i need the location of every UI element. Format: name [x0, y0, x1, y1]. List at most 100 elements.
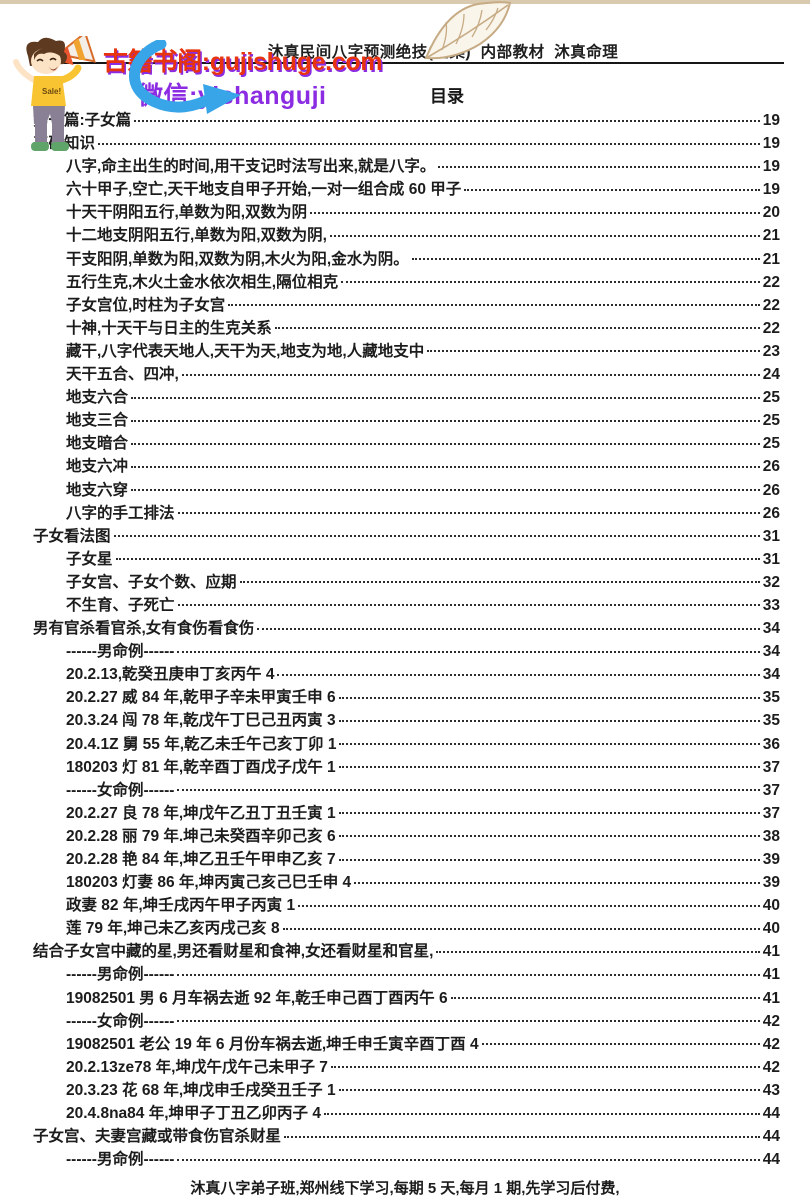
- toc-entry-page: 21: [762, 227, 780, 245]
- toc-leader-dots: [338, 696, 760, 699]
- toc-entry-page: 26: [762, 481, 780, 499]
- toc-entry: 十天干阴阳五行,单数为阳,双数为阴 20: [33, 201, 780, 224]
- toc-leader-dots: [131, 396, 760, 399]
- toc-entry-page: 42: [762, 1058, 780, 1076]
- toc-entry-page: 24: [762, 366, 780, 384]
- toc-entry-page: 43: [762, 1081, 780, 1099]
- toc-leader-dots: [177, 789, 760, 792]
- toc-heading: 目录: [430, 87, 464, 106]
- toc-entry-title: 19082501 男 6 月车祸去逝 92 年,乾壬申己酉丁酉丙午 6: [66, 989, 448, 1007]
- toc-entry-title: 20.2.27 威 84 年,乾甲子辛未甲寅壬申 6: [66, 689, 336, 707]
- toc-entry-page: 19: [762, 112, 780, 129]
- toc-entry: 五行生克,木火土金水依次相生,隔位相克 22: [33, 271, 780, 294]
- toc-leader-dots: [354, 881, 760, 884]
- toc-leader-dots: [339, 743, 760, 746]
- toc-leader-dots: [181, 373, 760, 376]
- toc-entry-page: 37: [762, 781, 780, 799]
- toc-entry: ------男命例------ 44: [33, 1148, 780, 1171]
- toc-entry-title: 子女宫位,时柱为子女宫: [66, 296, 226, 314]
- toc-entry: 基础知识19: [33, 132, 780, 155]
- toc-entry-page: 41: [762, 989, 780, 1007]
- toc-entry-title: 20.2.28 艳 84 年,坤乙丑壬午甲申乙亥 7: [66, 851, 336, 868]
- toc-entry-title: ------女命例------: [66, 1012, 175, 1030]
- toc-entry-page: 37: [762, 758, 780, 776]
- toc-entry-page: 22: [762, 319, 780, 337]
- toc-entry-page: 19: [762, 181, 780, 199]
- toc-leader-dots: [131, 442, 760, 445]
- toc-entry: 20.2.13ze78 年,坤戊午戊午己未甲子 7 42: [33, 1056, 780, 1079]
- toc-entry: 男有官杀看官杀,女有食伤看食伤 34: [33, 617, 780, 640]
- toc-entry-page: 21: [762, 250, 780, 268]
- toc-entry-title: 十天干阴阳五行,单数为阳,双数为阴: [66, 204, 308, 222]
- toc-entry-page: 26: [762, 458, 780, 476]
- toc-entry-page: 36: [762, 735, 780, 753]
- toc-entry: 20.2.28 丽 79 年.坤己未癸酉辛卯己亥 6 38: [33, 825, 780, 848]
- toc-leader-dots: [177, 973, 760, 976]
- toc-leader-dots: [177, 604, 760, 607]
- toc-entry-page: 34: [762, 643, 780, 661]
- toc-entry: 地支六合 25: [33, 386, 780, 409]
- toc-entry-page: 23: [762, 342, 780, 360]
- toc-entry-page: 31: [762, 527, 780, 545]
- toc-entry: 八字的手工排法 26: [33, 502, 780, 525]
- toc-entry-title: 20.3.24 闯 78 年,乾戊午丁巳己丑丙寅 3: [66, 712, 336, 730]
- toc-entry-title: 十二地支阴阳五行,单数为阳,双数为阴,: [66, 227, 327, 245]
- toc-entry: 20.3.23 花 68 年,坤戊申壬戌癸丑壬子 1 43: [33, 1079, 780, 1102]
- toc-entry: 20.2.27 良 78 年,坤戊午乙丑丁丑壬寅 1 37: [33, 802, 780, 825]
- toc-entry-title: 不生育、子死亡: [66, 596, 175, 614]
- toc-leader-dots: [177, 512, 760, 515]
- mascot-boy-icon: Sale!: [13, 36, 96, 151]
- toc-entry: 180203 灯妻 86 年,坤丙寅己亥己巳壬申 4 39: [33, 871, 780, 894]
- toc-leader-dots: [177, 1158, 760, 1161]
- toc-entry-page: 37: [762, 804, 780, 822]
- toc-entry-title: 20.3.23 花 68 年,坤戊申壬戌癸丑壬子 1: [66, 1081, 336, 1099]
- toc-leader-dots: [310, 211, 760, 214]
- toc-entry-title: 藏干,八字代表天地人,天干为天,地支为地,人藏地支中: [66, 342, 425, 360]
- toc-entry-title: 180203 灯 81 年,乾辛酉丁酉戊子戊午 1: [66, 758, 336, 776]
- header-divider: [30, 62, 784, 64]
- toc-list: 第一篇:子女篇19基础知识19八字,命主出生的时间,用干支记时法写出来,就是八字…: [33, 109, 780, 1171]
- toc-entry-title: ------男命例------: [66, 643, 175, 661]
- toc-entry: 地支六穿 26: [33, 479, 780, 502]
- toc-entry: 19082501 老公 19 年 6 月份车祸去逝,坤壬申壬寅辛酉丁酉 4 42: [33, 1033, 780, 1056]
- toc-entry: 十二地支阴阳五行,单数为阳,双数为阴, 21: [33, 224, 780, 247]
- toc-entry-title: 八字,命主出生的时间,用干支记时法写出来,就是八字。: [66, 158, 436, 176]
- toc-entry: 20.3.24 闯 78 年,乾戊午丁巳己丑丙寅 3 35: [33, 709, 780, 732]
- toc-leader-dots: [284, 1135, 760, 1138]
- toc-entry-title: 19082501 老公 19 年 6 月份车祸去逝,坤壬申壬寅辛酉丁酉 4: [66, 1035, 479, 1053]
- toc-entry: 20.4.1Z 舅 55 年,乾乙未壬午己亥丁卯 1 36: [33, 733, 780, 756]
- toc-leader-dots: [341, 281, 760, 284]
- toc-entry: ------女命例------ 42: [33, 1010, 780, 1033]
- toc-entry-title: 八字的手工排法: [66, 504, 175, 522]
- toc-entry-title: 子女宫、子女个数、应期: [66, 573, 237, 591]
- toc-entry-title: 20.2.28 丽 79 年.坤己未癸酉辛卯己亥 6: [66, 827, 336, 845]
- toc-entry-title: 六十甲子,空亡,天干地支自甲子开始,一对一组合成 60 甲子: [66, 181, 462, 199]
- toc-entry: 子女宫、夫妻宫藏或带食伤官杀财星 44: [33, 1125, 780, 1148]
- toc-leader-dots: [115, 558, 760, 561]
- toc-entry-page: 22: [762, 296, 780, 314]
- toc-entry: 天干五合、四冲, 24: [33, 363, 780, 386]
- toc-entry-page: 22: [762, 273, 780, 291]
- toc-entry-title: 天干五合、四冲,: [66, 366, 179, 384]
- toc-entry-page: 20: [762, 204, 780, 222]
- toc-entry-page: 44: [762, 1105, 780, 1123]
- toc-entry-title: 莲 79 年,坤己未乙亥丙戌己亥 8: [66, 920, 280, 938]
- toc-entry-page: 25: [762, 435, 780, 453]
- toc-entry-page: 39: [762, 874, 780, 892]
- toc-entry-title: 干支阳阴,单数为阳,双数为阴,木火为阳,金水为阴。: [66, 250, 409, 268]
- toc-entry-title: 20.2.13,乾癸丑庚申丁亥丙午 4: [66, 666, 275, 684]
- toc-entry: 藏干,八字代表天地人,天干为天,地支为地,人藏地支中 23: [33, 340, 780, 363]
- footer-text: 沐真八字弟子班,郑州线下学习,每期 5 天,每月 1 期,: [190, 1180, 526, 1197]
- toc-leader-dots: [228, 304, 760, 307]
- document-title: 沐真民间八字预测绝技(全集) 内部教材 沐真命理: [267, 44, 619, 61]
- toc-leader-dots: [323, 1112, 760, 1115]
- toc-leader-dots: [338, 766, 760, 769]
- toc-leader-dots: [338, 812, 760, 815]
- top-edge-bar: [0, 0, 810, 4]
- toc-entry: 地支六冲 26: [33, 455, 780, 478]
- toc-entry: ------女命例------ 37: [33, 779, 780, 802]
- toc-entry-page: 31: [762, 550, 780, 568]
- toc-entry-title: ------女命例------: [66, 781, 175, 799]
- toc-entry-title: 子女看法图: [33, 527, 111, 545]
- toc-entry-page: 34: [762, 666, 780, 684]
